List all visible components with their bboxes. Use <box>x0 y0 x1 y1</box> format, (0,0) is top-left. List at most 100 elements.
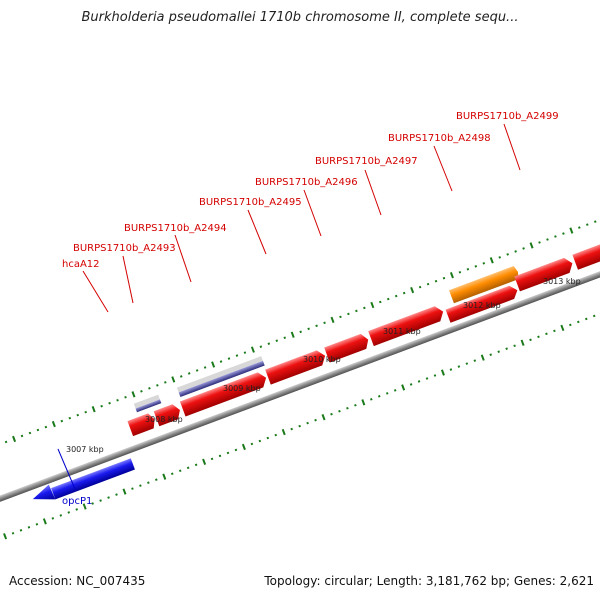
gene-label-a2497[interactable]: BURPS1710b_A2497 <box>315 156 418 167</box>
gene-a2494[interactable] <box>179 370 269 417</box>
minor-tick <box>418 285 422 289</box>
gene-opcP1-tip <box>32 484 56 500</box>
lower-tick-row <box>3 314 596 540</box>
major-tick <box>290 331 295 338</box>
minor-tick <box>355 309 358 313</box>
rna-feature-hcaA12[interactable] <box>133 394 160 409</box>
minor-tick <box>219 360 223 363</box>
minor-tick <box>545 332 548 336</box>
minor-tick <box>283 336 287 340</box>
minor-tick <box>514 250 517 253</box>
minor-tick <box>338 409 341 413</box>
minor-tick <box>140 390 143 393</box>
minor-tick <box>156 384 159 387</box>
gene-forward-red-right[interactable] <box>572 227 600 270</box>
minor-tick <box>250 442 254 446</box>
gene-label-opcP1[interactable]: opcP1 <box>62 496 92 507</box>
major-tick <box>202 458 207 465</box>
gene-a2499[interactable] <box>514 256 575 292</box>
minor-tick <box>506 253 509 256</box>
minor-tick <box>433 374 437 377</box>
minor-tick <box>497 350 500 353</box>
minor-tick <box>298 424 301 428</box>
minor-tick <box>449 368 453 371</box>
rna-feature-a2494-base <box>178 360 265 398</box>
upper-tick-row <box>4 220 597 444</box>
rna-feature-a2494[interactable] <box>176 356 263 393</box>
minor-tick <box>20 434 24 438</box>
major-tick <box>370 301 375 309</box>
minor-tick <box>243 351 247 354</box>
major-tick <box>361 399 366 406</box>
minor-tick <box>27 526 31 529</box>
minor-tick <box>466 267 470 271</box>
gene-label-a2499[interactable]: BURPS1710b_A2499 <box>456 111 559 122</box>
minor-tick <box>593 220 597 223</box>
major-tick <box>560 324 565 332</box>
minor-tick <box>195 369 199 372</box>
minor-tick <box>377 395 381 398</box>
minor-tick <box>385 392 389 395</box>
minor-tick <box>394 294 398 298</box>
minor-tick <box>546 238 549 241</box>
minor-tick <box>108 401 111 405</box>
minor-tick <box>417 380 421 383</box>
minor-tick <box>537 335 540 339</box>
minor-tick <box>235 354 239 357</box>
minor-tick <box>314 418 317 422</box>
major-tick <box>449 272 454 279</box>
gene-a2498-highlight[interactable] <box>449 265 520 304</box>
gene-label-a2495[interactable]: BURPS1710b_A2495 <box>199 197 302 208</box>
major-tick <box>3 533 8 540</box>
major-tick <box>122 488 127 495</box>
minor-tick <box>131 487 134 490</box>
minor-tick <box>234 448 238 452</box>
gene-label-hcaA12[interactable]: hcaA12 <box>62 259 100 270</box>
minor-tick <box>577 320 580 324</box>
minor-tick <box>306 421 309 425</box>
accession-text: Accession: NC_007435 <box>9 574 146 588</box>
minor-tick <box>562 232 565 235</box>
minor-tick <box>315 324 318 328</box>
major-tick <box>171 376 176 383</box>
gene-label-a2496[interactable]: BURPS1710b_A2496 <box>255 177 358 188</box>
scale-label: 3010 kbp <box>303 355 341 364</box>
minor-tick <box>267 342 271 345</box>
major-tick <box>42 518 47 525</box>
gene-a2497[interactable] <box>368 304 446 347</box>
minor-tick <box>299 330 302 334</box>
scale-labels: 3007 kbp 3008 kbp 3009 kbp 3010 kbp 3011… <box>66 277 581 454</box>
gene-label-a2494[interactable]: BURPS1710b_A2494 <box>124 223 227 234</box>
minor-tick <box>194 463 198 467</box>
gene-label-a2498[interactable]: BURPS1710b_A2498 <box>388 133 491 144</box>
gene-a2498[interactable] <box>445 284 520 323</box>
minor-tick <box>363 306 366 310</box>
minor-tick <box>28 431 32 435</box>
major-tick <box>520 339 525 346</box>
topology-summary: Topology: circular; Length: 3,181,762 bp… <box>264 574 594 588</box>
gene-opcP1[interactable] <box>51 458 135 500</box>
minor-tick <box>147 481 150 484</box>
minor-tick <box>553 329 556 333</box>
minor-tick <box>442 276 446 280</box>
minor-tick <box>60 419 64 423</box>
gene-hcaA12[interactable] <box>127 412 157 437</box>
gene-a2493[interactable] <box>153 403 183 427</box>
minor-tick <box>339 315 342 319</box>
gene-label-a2493[interactable]: BURPS1710b_A2493 <box>73 243 176 254</box>
gene-a2495[interactable] <box>265 348 328 385</box>
gene-a2496[interactable] <box>324 332 371 363</box>
minor-tick <box>203 366 207 369</box>
scale-label: 3007 kbp <box>66 445 104 454</box>
minor-tick <box>59 514 63 517</box>
minor-tick <box>218 454 222 458</box>
minor-tick <box>115 493 118 496</box>
minor-tick <box>457 365 461 368</box>
minor-tick <box>84 410 87 414</box>
minor-tick <box>68 416 72 420</box>
major-tick <box>91 406 96 413</box>
major-tick <box>401 384 406 391</box>
major-tick <box>410 286 415 294</box>
major-tick <box>250 346 255 353</box>
